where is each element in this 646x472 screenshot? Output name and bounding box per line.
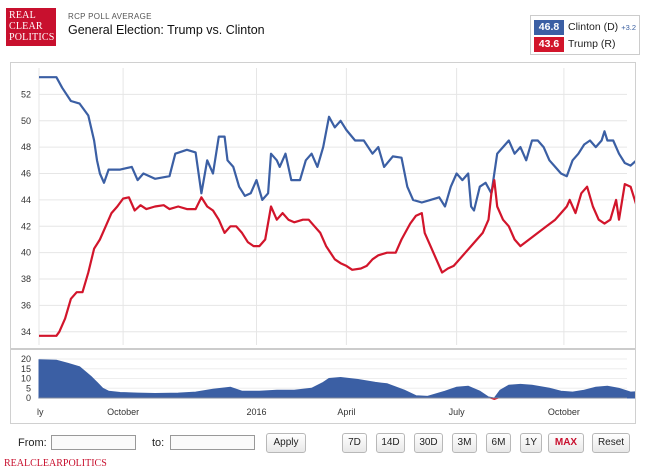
from-label: From: [18,437,47,449]
legend-name-clinton: Clinton (D) [568,21,619,33]
legend-value-trump: 43.6 [534,36,564,52]
to-date-input[interactable] [170,435,255,450]
y-tick-label: 44 [21,195,31,205]
from-date-input[interactable] [51,435,136,450]
y-tick-label: 38 [21,274,31,284]
logo-line2: CLEAR [9,21,43,32]
logo-line1: REAL [9,10,36,21]
y-tick-label: 48 [21,142,31,152]
x-tick-label: ly [37,407,44,417]
y-tick-label: 40 [21,248,31,258]
range-6m-button[interactable]: 6M [486,433,511,453]
logo-line3: POLITICS [9,32,55,43]
page-title: General Election: Trump vs. Clinton [68,23,265,37]
navigator-y-tick-label: 15 [21,364,31,374]
date-range-controls: From: to: Apply 7D 14D 30D 3M 6M 1Y MAX … [0,432,646,454]
navigator [38,359,635,400]
legend-name-trump: Trump (R) [568,38,616,50]
navigator-y-tick-label: 20 [21,354,31,364]
y-tick-label: 52 [21,89,31,99]
series-layer [39,76,635,337]
navigator-y-tick-label: 5 [26,383,31,393]
legend-item-clinton[interactable]: 46.8 Clinton (D) +3.2 [534,19,636,35]
footer-brand: REALCLEARPOLITICS [4,458,107,469]
x-tick-labels: ly October 2016 April July October [37,407,580,417]
logo[interactable]: REAL CLEAR POLITICS [6,8,56,46]
y-tick-label: 36 [21,300,31,310]
navigator-negative-area [488,398,501,400]
legend-item-trump[interactable]: 43.6 Trump (R) [534,36,615,52]
y-tick-label: 46 [21,169,31,179]
legend: 46.8 Clinton (D) +3.2 43.6 Trump (R) [530,15,640,55]
x-tick-label: October [548,407,580,417]
series-line-clinton [39,76,635,212]
apply-button[interactable]: Apply [266,433,306,453]
range-3m-button[interactable]: 3M [452,433,477,453]
series-line-trump [39,179,635,337]
y-tick-label: 50 [21,116,31,126]
navigator-area [38,359,635,399]
legend-value-clinton: 46.8 [534,19,564,35]
navigator-y-tick-label: 10 [21,374,31,384]
range-30d-button[interactable]: 30D [414,433,443,453]
x-tick-label: April [337,407,355,417]
navigator-y-tick-label: 0 [26,393,31,403]
legend-spread: +3.2 [621,22,636,32]
y-tick-label: 34 [21,327,31,337]
grid-layer [11,68,635,399]
x-tick-label: July [449,407,466,417]
range-1y-button[interactable]: 1Y [520,433,542,453]
to-label: to: [152,437,165,449]
x-tick-label: 2016 [246,407,266,417]
range-7d-button[interactable]: 7D [342,433,367,453]
x-tick-label: October [107,407,139,417]
range-max-button[interactable]: MAX [548,433,584,453]
range-14d-button[interactable]: 14D [376,433,405,453]
reset-button[interactable]: Reset [592,433,630,453]
chart-container: 34 36 38 40 42 44 46 48 50 52 0 5 10 15 20 ly October 20… [10,62,636,424]
y-tick-label: 42 [21,221,31,231]
poll-average-label: RCP POLL AVERAGE [68,12,152,21]
